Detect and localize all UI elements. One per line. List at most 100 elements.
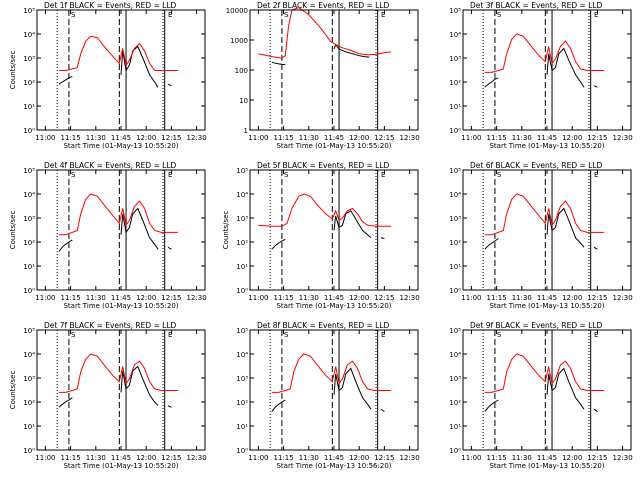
x-tick-label: 12:30 (400, 134, 420, 142)
y-tick-label: 10⁰ (23, 127, 35, 135)
y-tick-label: 10² (23, 239, 35, 247)
y-tick-label: 10000 (226, 7, 248, 15)
y-tick-label: 10⁰ (449, 127, 461, 135)
x-tick-label: 11:15 (274, 134, 294, 142)
y-axis-label: Counts/sec (9, 211, 17, 250)
x-tick-label: 11:15 (487, 454, 507, 462)
y-tick-label: 10² (449, 239, 461, 247)
x-tick-label: 12:15 (161, 294, 181, 302)
x-tick-label: 12:00 (136, 454, 156, 462)
y-tick-label: 10² (236, 239, 248, 247)
x-axis-label: Start Time (01-May-13 10:55:20) (276, 302, 391, 310)
y-tick-label: 10⁰ (449, 447, 461, 455)
marker-label: E (168, 11, 172, 19)
x-tick-label: 11:00 (461, 454, 481, 462)
x-tick-label: 11:00 (461, 134, 481, 142)
panel-title: Det 3f BLACK = Events, RED = LLD (470, 1, 603, 10)
y-axis-label: Counts/sec (222, 211, 230, 250)
x-tick-label: 12:15 (374, 294, 394, 302)
x-tick-label: 11:45 (111, 454, 131, 462)
y-tick-label: 10³ (23, 215, 35, 223)
series-lld-line (58, 193, 179, 236)
y-tick-label: 10³ (449, 215, 461, 223)
y-tick-label: 10¹ (23, 423, 35, 431)
marker-label: S (284, 171, 289, 179)
y-tick-label: 10³ (23, 375, 35, 383)
marker-label: S (284, 331, 289, 339)
x-tick-label: 12:15 (587, 134, 607, 142)
plot-frame (249, 9, 419, 131)
x-tick-label: 12:30 (187, 294, 207, 302)
x-tick-label: 11:30 (299, 294, 319, 302)
y-tick-label: 1000 (230, 37, 248, 45)
y-tick-label: 10¹ (449, 103, 461, 111)
series-events-line (271, 367, 385, 413)
x-tick-label: 11:45 (111, 294, 131, 302)
panel-title: Det 6f BLACK = Events, RED = LLD (470, 161, 603, 170)
x-tick-label: 12:15 (374, 454, 394, 462)
marker-label: S (284, 11, 289, 19)
marker-label: E (381, 11, 385, 19)
y-tick-label: 10⁰ (236, 447, 248, 455)
x-tick-label: 12:30 (187, 454, 207, 462)
y-tick-label: 10⁴ (23, 351, 35, 359)
series-lld-line (484, 193, 605, 236)
x-axis-label: Start Time (01-May-13 10:55:20) (63, 142, 178, 150)
x-tick-label: 12:15 (161, 134, 181, 142)
x-tick-label: 11:00 (35, 134, 55, 142)
x-tick-label: 12:15 (161, 454, 181, 462)
y-tick-label: 1 (244, 127, 248, 135)
marker-label: S (497, 171, 502, 179)
series-lld-line (58, 35, 179, 71)
x-tick-label: 12:00 (136, 134, 156, 142)
marker-label: S (71, 171, 76, 179)
x-tick-label: 11:00 (35, 454, 55, 462)
x-axis-label: Start Time (01-May-13 10:55:20) (489, 302, 604, 310)
y-tick-label: 10⁰ (23, 447, 35, 455)
y-tick-label: 10⁵ (236, 327, 248, 335)
series-events-line (58, 365, 172, 408)
y-tick-label: 10⁵ (23, 167, 35, 175)
y-tick-label: 10¹ (23, 103, 35, 111)
panel-title: Det 7f BLACK = Events, RED = LLD (44, 321, 177, 330)
x-tick-label: 11:00 (248, 134, 268, 142)
x-tick-label: 12:30 (400, 294, 420, 302)
series-events-line (484, 367, 598, 413)
y-tick-label: 10¹ (449, 423, 461, 431)
x-tick-label: 12:15 (587, 454, 607, 462)
y-tick-label: 10¹ (449, 263, 461, 271)
x-tick-label: 11:30 (512, 134, 532, 142)
x-tick-label: 11:15 (61, 454, 81, 462)
marker-label: S (71, 11, 76, 19)
x-tick-label: 11:15 (61, 294, 81, 302)
marker-label: E (168, 331, 172, 339)
y-tick-label: 10¹ (236, 263, 248, 271)
marker-label: E (594, 11, 598, 19)
y-tick-label: 10⁰ (23, 287, 35, 295)
x-tick-label: 12:15 (374, 134, 394, 142)
marker-label: S (497, 11, 502, 19)
y-tick-label: 10⁵ (449, 7, 461, 15)
marker-label: S (71, 331, 76, 339)
x-tick-label: 11:45 (537, 134, 557, 142)
x-tick-label: 12:00 (136, 294, 156, 302)
x-tick-label: 11:30 (512, 454, 532, 462)
y-tick-label: 10³ (236, 375, 248, 383)
x-tick-label: 11:45 (324, 454, 344, 462)
x-tick-label: 12:30 (613, 134, 633, 142)
y-axis-label: Counts/sec (9, 371, 17, 410)
x-tick-label: 11:45 (537, 454, 557, 462)
x-tick-label: 11:15 (61, 134, 81, 142)
x-tick-label: 11:30 (86, 294, 106, 302)
y-tick-label: 10² (23, 399, 35, 407)
x-tick-label: 11:30 (86, 454, 106, 462)
panel-title: Det 1f BLACK = Events, RED = LLD (44, 1, 177, 10)
y-tick-label: 10⁴ (23, 191, 35, 199)
x-axis-label: Start Time (01-May-13 10:55:20) (63, 462, 178, 470)
